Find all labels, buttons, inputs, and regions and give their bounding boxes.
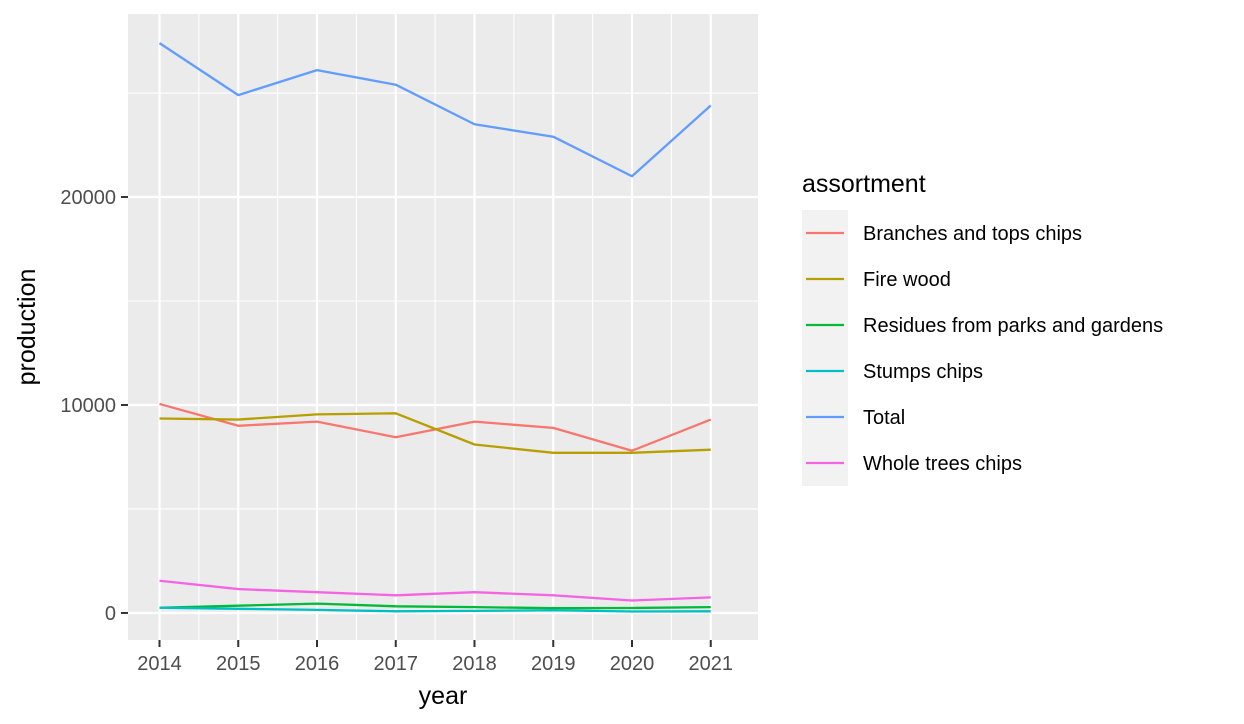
y-tick-label: 20000 [60, 187, 116, 209]
y-tick-label: 0 [105, 603, 116, 625]
x-tick-label: 2021 [689, 653, 734, 675]
x-tick-label: 2020 [610, 653, 655, 675]
x-axis: 2014 2015 2016 2017 2018 2019 2020 2021 [137, 640, 733, 675]
x-axis-title: year [419, 682, 468, 710]
x-tick-label: 2017 [374, 653, 419, 675]
x-tick-label: 2014 [137, 653, 182, 675]
legend-label-total: Total [863, 407, 905, 429]
y-axis: 0 10000 20000 [60, 187, 128, 625]
series-line-stumps-chips [159, 606, 711, 613]
series-line-total [158, 42, 712, 178]
x-tick-label: 2018 [452, 653, 497, 675]
y-tick-label: 10000 [60, 395, 116, 417]
x-tick-label: 2019 [531, 653, 576, 675]
series-line-residues-from-parks-and-gardens [159, 602, 711, 610]
legend-key-background [802, 210, 848, 486]
series-lines [158, 42, 712, 613]
y-axis-title: production [13, 269, 41, 386]
grid-minor [128, 14, 758, 640]
legend: assortment Branches and tops chips Fire w… [802, 170, 1163, 486]
grid-major [128, 14, 758, 640]
legend-items: Branches and tops chips Fire wood Residues… [806, 223, 1163, 475]
x-tick-label: 2015 [216, 653, 261, 675]
legend-label-stumps-chips: Stumps chips [863, 361, 983, 383]
series-line-whole-trees-chips [159, 579, 711, 602]
legend-label-residues-from-parks-and-gardens: Residues from parks and gardens [863, 315, 1163, 337]
series-line-fire-wood [159, 412, 711, 454]
legend-label-whole-trees-chips: Whole trees chips [863, 453, 1022, 475]
legend-label-fire-wood: Fire wood [863, 269, 951, 291]
x-tick-label: 2016 [295, 653, 340, 675]
plot-panel [128, 14, 758, 640]
legend-title: assortment [802, 170, 926, 198]
legend-label-branches-and-tops-chips: Branches and tops chips [863, 223, 1082, 245]
